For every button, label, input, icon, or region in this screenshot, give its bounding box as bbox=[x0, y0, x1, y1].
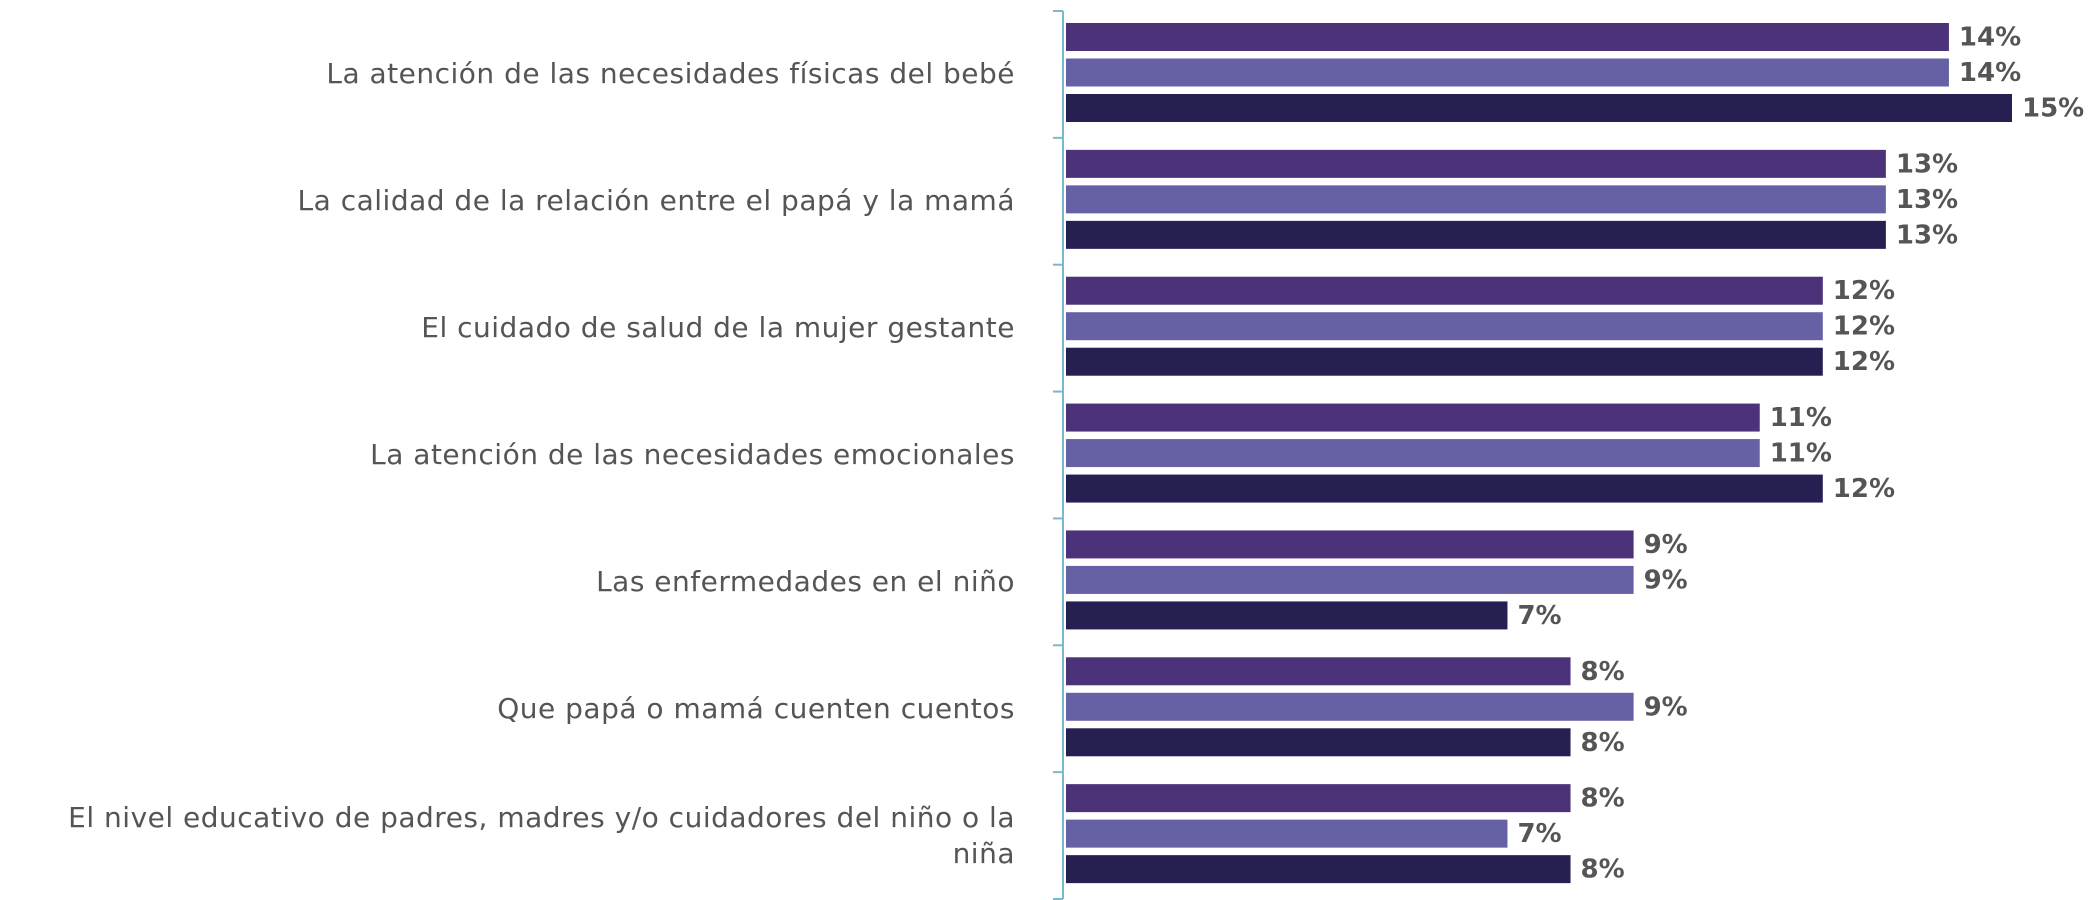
value-label: 12% bbox=[1833, 474, 1895, 504]
bar bbox=[1066, 784, 1571, 813]
value-label: 8% bbox=[1581, 728, 1625, 758]
value-label: 13% bbox=[1896, 149, 1958, 179]
value-label: 11% bbox=[1770, 439, 1832, 469]
value-label: 13% bbox=[1896, 185, 1958, 215]
category-label: La atención de las necesidades emocional… bbox=[370, 437, 1015, 471]
value-label: 9% bbox=[1644, 692, 1688, 722]
bar bbox=[1066, 94, 2012, 122]
value-label: 12% bbox=[1833, 312, 1895, 342]
value-label: 12% bbox=[1833, 276, 1895, 306]
category-label: El cuidado de salud de la mujer gestante bbox=[421, 311, 1015, 345]
bar bbox=[1066, 149, 1886, 178]
bar bbox=[1066, 565, 1634, 594]
bar bbox=[1066, 474, 1823, 503]
value-label: 9% bbox=[1644, 530, 1688, 560]
bar bbox=[1066, 220, 1886, 249]
value-label: 8% bbox=[1581, 855, 1625, 885]
bar bbox=[1066, 58, 1949, 87]
bar bbox=[1066, 403, 1760, 432]
value-label: 14% bbox=[1959, 58, 2021, 88]
bar bbox=[1066, 728, 1571, 757]
category-label: Que papá o mamá cuenten cuentos bbox=[497, 691, 1015, 725]
category-label: La calidad de la relación entre el papá … bbox=[297, 184, 1015, 218]
category-label: La atención de las necesidades físicas d… bbox=[326, 57, 1015, 91]
value-label: 9% bbox=[1644, 565, 1688, 595]
bar bbox=[1066, 439, 1760, 468]
category-label: Las enfermedades en el niño bbox=[596, 564, 1015, 598]
value-label: 7% bbox=[1517, 819, 1561, 849]
bar bbox=[1066, 601, 1508, 630]
bar bbox=[1066, 347, 1823, 376]
bar bbox=[1066, 530, 1634, 559]
value-label: 8% bbox=[1581, 784, 1625, 814]
bar bbox=[1066, 657, 1571, 686]
value-label: 13% bbox=[1896, 220, 1958, 250]
value-label: 7% bbox=[1517, 601, 1561, 631]
bar bbox=[1066, 23, 1949, 51]
bar bbox=[1066, 312, 1823, 341]
bar bbox=[1066, 855, 1571, 884]
value-label: 8% bbox=[1581, 657, 1625, 687]
bar bbox=[1066, 819, 1508, 848]
value-label: 11% bbox=[1770, 403, 1832, 433]
category-label: El nivel educativo de padres, madres y/o… bbox=[68, 800, 1015, 870]
bar bbox=[1066, 185, 1886, 214]
bar bbox=[1066, 692, 1634, 721]
value-label: 12% bbox=[1833, 347, 1895, 377]
value-label: 14% bbox=[1959, 23, 2021, 53]
bar bbox=[1066, 276, 1823, 305]
value-label: 15% bbox=[2022, 94, 2084, 124]
